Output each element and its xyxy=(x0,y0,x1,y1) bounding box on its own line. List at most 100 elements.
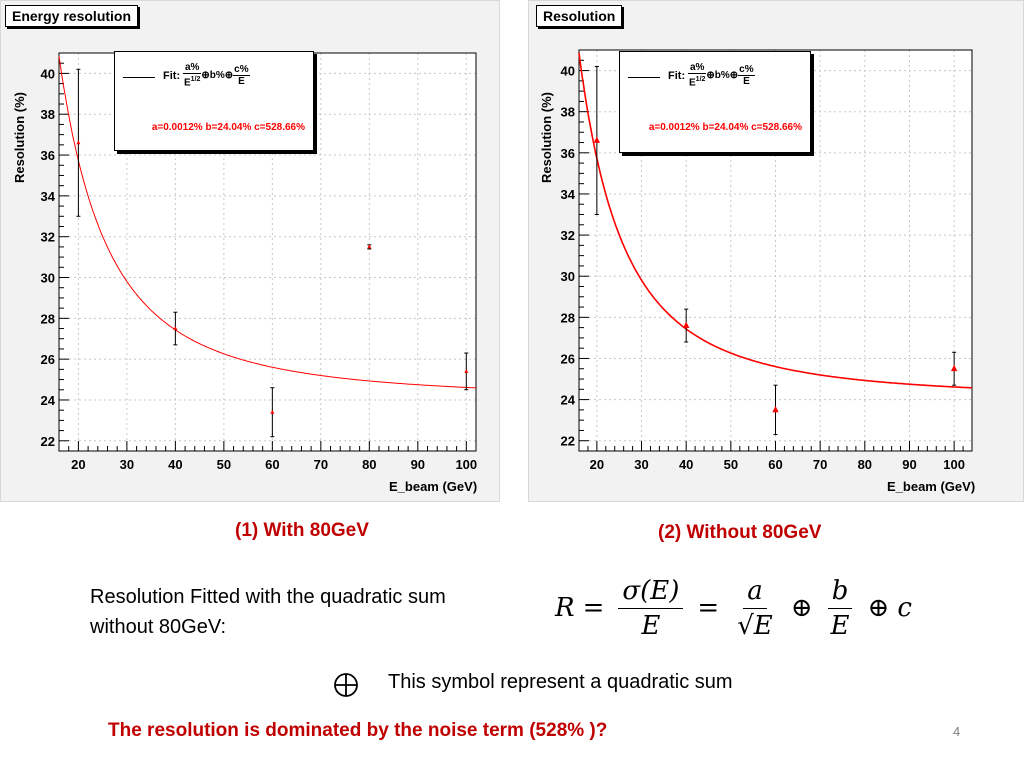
x-tick-label: 20 xyxy=(590,457,604,472)
eq-den2: √E xyxy=(737,610,773,641)
eq-num2: a xyxy=(743,574,767,609)
x-tick-label: 50 xyxy=(724,457,738,472)
x-tick-label: 80 xyxy=(858,457,872,472)
y-tick-label: 36 xyxy=(561,146,575,161)
eq-oplus-1: ⊕ xyxy=(790,593,813,623)
conclusion-text: The resolution is dominated by the noise… xyxy=(108,720,608,741)
x-tick-label: 70 xyxy=(813,457,827,472)
y-tick-label: 38 xyxy=(561,105,575,120)
chart-2-fit-legend: Fit: a% E1/2 ⊕b%⊕ c% E a=0.0012% b=24.04% c=… xyxy=(619,51,811,153)
formula-den2: E xyxy=(238,75,245,87)
y-tick-label: 26 xyxy=(561,351,575,366)
data-point xyxy=(270,409,275,414)
eq-den1: E xyxy=(641,610,661,641)
formula-num2: c% xyxy=(738,63,755,76)
data-point xyxy=(593,136,601,143)
fit-curve xyxy=(578,52,972,389)
eq-den3: E xyxy=(830,610,850,641)
eq-last: c xyxy=(897,593,912,623)
chart-panel-with-80gev: 20 30 40 50 60 70 80 90 100 22 24 26 28 30 32 34 36 38 40 … xyxy=(0,0,500,502)
chart-1-fit-legend: Fit: a% E1/2 ⊕b%⊕ c% E a=0.0012% b=24.04% c=… xyxy=(114,51,314,151)
oplus-note: This symbol represent a quadratic sum xyxy=(388,671,733,693)
x-tick-label: 40 xyxy=(168,457,182,472)
y-tick-label: 22 xyxy=(41,434,55,449)
data-point xyxy=(682,321,690,328)
legend-line xyxy=(123,77,155,78)
legend-fit-params: a=0.0012% b=24.04% c=528.66% xyxy=(151,122,305,133)
chart-2-ylabel: Resolution (%) xyxy=(539,92,554,183)
formula-num1: a% xyxy=(183,62,202,74)
body-line-1: Resolution Fitted with the quadratic sum xyxy=(90,586,446,608)
data-point xyxy=(950,364,958,372)
eq-frac-b: b E xyxy=(827,574,854,643)
caption-without-80gev: (2) Without 80GeV xyxy=(658,522,822,543)
chart-2-xlabel: E_beam (GeV) xyxy=(887,479,976,494)
chart-2-title: Resolution xyxy=(536,5,623,27)
chart-panel-without-80gev: 20 30 40 50 60 70 80 90 100 22 24 26 28 30 32 34 36 38 40 … xyxy=(528,0,1024,502)
data-point xyxy=(464,368,469,373)
page-number: 4 xyxy=(953,724,961,739)
y-tick-label: 40 xyxy=(561,64,575,79)
formula-num1: a% xyxy=(688,62,707,74)
x-tick-label: 40 xyxy=(679,457,693,472)
formula-mid: ⊕b%⊕ xyxy=(201,69,234,81)
data-point xyxy=(367,244,372,249)
x-tick-label: 20 xyxy=(71,457,85,472)
body-text: Resolution Fitted with the quadratic sum… xyxy=(90,582,446,642)
eq-oplus-2: ⊕ xyxy=(867,593,890,623)
y-tick-label: 30 xyxy=(41,271,55,286)
y-tick-label: 36 xyxy=(41,148,55,163)
eq-num3: b xyxy=(827,574,853,609)
data-point xyxy=(173,326,178,331)
x-tick-label: 90 xyxy=(902,457,916,472)
fit-curve xyxy=(58,55,477,389)
legend-fit-label: Fit: xyxy=(668,70,686,82)
x-tick-label: 90 xyxy=(411,457,425,472)
formula-den1-sup: 1/2 xyxy=(695,76,706,83)
eq-num1: σ(E) xyxy=(618,574,684,609)
legend-fit-label: Fit: xyxy=(163,70,181,82)
x-tick-label: 60 xyxy=(768,457,782,472)
legend-formula: a% E1/2 ⊕b%⊕ c% E xyxy=(183,62,250,88)
x-tick-label: 100 xyxy=(943,457,965,472)
y-tick-label: 32 xyxy=(41,230,55,245)
x-tick-label: 50 xyxy=(217,457,231,472)
y-tick-label: 34 xyxy=(41,189,56,204)
formula-den1: E xyxy=(184,77,191,89)
y-tick-label: 28 xyxy=(561,310,575,325)
formula-num2: c% xyxy=(233,63,250,76)
formula-den1-sup: 1/2 xyxy=(190,76,201,83)
x-tick-label: 100 xyxy=(455,457,477,472)
eq-equals-1: = xyxy=(582,593,605,623)
oplus-icon xyxy=(334,673,358,697)
data-point xyxy=(76,140,81,145)
chart-1-title: Energy resolution xyxy=(5,5,139,27)
y-tick-label: 22 xyxy=(561,434,575,449)
y-tick-label: 24 xyxy=(41,393,56,408)
y-tick-label: 24 xyxy=(561,393,576,408)
eq-lhs: R xyxy=(555,593,575,623)
legend-line xyxy=(628,77,660,78)
x-tick-label: 60 xyxy=(265,457,279,472)
legend-fit-params: a=0.0012% b=24.04% c=528.66% xyxy=(648,122,802,133)
x-tick-label: 30 xyxy=(634,457,648,472)
x-tick-label: 30 xyxy=(120,457,134,472)
x-tick-label: 80 xyxy=(362,457,376,472)
chart-1-xlabel: E_beam (GeV) xyxy=(389,479,478,494)
data-point xyxy=(772,405,779,413)
y-tick-label: 26 xyxy=(41,352,55,367)
formula-den1: E xyxy=(689,77,696,89)
y-tick-label: 38 xyxy=(41,107,55,122)
caption-with-80gev: (1) With 80GeV xyxy=(235,520,369,541)
eq-equals-2: = xyxy=(697,593,720,623)
y-tick-label: 28 xyxy=(41,311,55,326)
chart-1-ylabel: Resolution (%) xyxy=(12,92,27,183)
y-tick-label: 32 xyxy=(561,228,575,243)
formula-den2: E xyxy=(743,75,750,87)
y-tick-label: 34 xyxy=(561,187,576,202)
resolution-equation: R = σ(E) E = a √E ⊕ b E ⊕ c xyxy=(555,568,912,648)
legend-formula: a% E1/2 ⊕b%⊕ c% E xyxy=(688,62,755,88)
y-tick-label: 30 xyxy=(561,269,575,284)
formula-mid: ⊕b%⊕ xyxy=(706,69,739,81)
eq-frac-sigma: σ(E) E xyxy=(618,574,684,643)
